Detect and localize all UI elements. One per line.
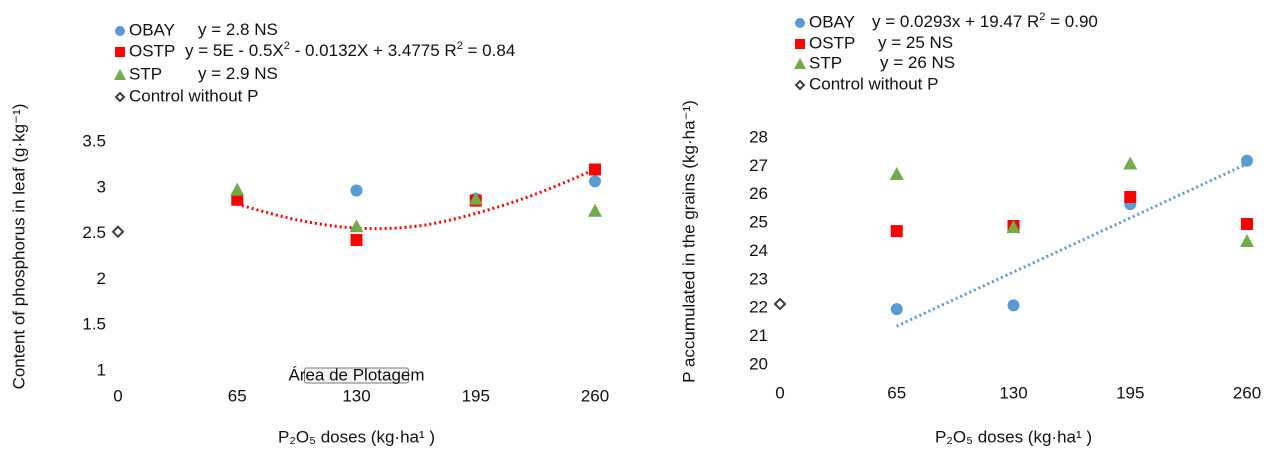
y-tick-label: 25	[749, 213, 768, 232]
x-tick-label: 260	[581, 386, 609, 405]
x-tick-label: 65	[887, 383, 906, 402]
legend-label: STP	[129, 64, 162, 83]
x-axis-label: P₂O₅ doses (kg·ha¹ )	[278, 427, 435, 446]
marker-triangle	[889, 167, 904, 181]
x-tick-label: 0	[113, 386, 122, 405]
x-axis-label: P₂O₅ doses (kg·ha¹ )	[935, 427, 1092, 446]
legend-equation: y = 25 NS	[878, 33, 953, 52]
marker-circle	[1007, 299, 1020, 312]
marker-square	[1124, 191, 1137, 204]
y-tick-label: 22	[749, 298, 768, 317]
y-axis-label: Content of phosphorus in leaf (g·kg⁻¹)	[9, 104, 28, 390]
marker-circle	[115, 26, 125, 36]
y-tick-label: 3.5	[82, 131, 106, 150]
equation-superscript: 2	[284, 40, 290, 52]
equation-text: - 0.0132X + 3.4775 R	[290, 41, 457, 60]
legend-label: Control without P	[129, 86, 258, 105]
equation-text: y = 5E - 0.5X	[185, 41, 284, 60]
legend-label: OSTP	[809, 33, 855, 52]
legend-label: Control without P	[809, 74, 938, 93]
marker-square	[1241, 217, 1253, 230]
marker-square	[589, 163, 601, 176]
legend-equation: y = 2.8 NS	[198, 20, 278, 39]
y-tick-label: 20	[749, 354, 768, 373]
y-tick-label: 2.5	[82, 223, 106, 242]
marker-circle	[1241, 154, 1253, 167]
marker-diamond	[773, 297, 787, 311]
y-tick-label: 23	[749, 269, 768, 288]
marker-triangle	[1006, 220, 1021, 234]
x-tick-label: 130	[999, 383, 1027, 402]
marker-square	[350, 234, 363, 247]
marker-diamond	[794, 79, 806, 91]
marker-triangle	[1123, 156, 1138, 170]
marker-triangle	[588, 203, 602, 217]
marker-circle	[890, 303, 903, 316]
legend-equation: y = 0.0293x + 19.47 R2 = 0.90	[872, 11, 1098, 32]
annotation-box	[304, 367, 409, 384]
y-tick-label: 1.5	[82, 315, 106, 334]
x-tick-label: 0	[775, 383, 784, 402]
legend-equation: y = 2.9 NS	[198, 64, 278, 83]
marker-triangle	[349, 219, 364, 233]
x-tick-label: 260	[1233, 383, 1261, 402]
y-tick-label: 21	[749, 326, 768, 345]
y-tick-label: 1	[97, 360, 106, 379]
x-tick-label: 130	[342, 386, 370, 405]
legend-label: OBAY	[129, 20, 175, 39]
marker-triangle	[230, 182, 245, 196]
annotation: Área de Plotagem	[288, 365, 424, 384]
y-axis-label: P accumulated in the grains (kg·ha⁻¹)	[679, 100, 698, 383]
trendline	[896, 162, 1248, 328]
marker-triangle	[114, 69, 126, 80]
legend-label: OBAY	[809, 12, 855, 31]
marker-triangle	[1240, 234, 1254, 248]
y-tick-label: 27	[749, 156, 768, 175]
legend-equation: y = 26 NS	[880, 53, 955, 72]
equation-text: = 0.84	[463, 41, 515, 60]
trendline	[236, 168, 596, 231]
marker-triangle	[794, 58, 806, 69]
equation-text: = 0.90	[1045, 12, 1097, 31]
equation-text: y = 2.8 NS	[198, 20, 278, 39]
legend-label: STP	[809, 53, 842, 72]
equation-text: y = 26 NS	[880, 53, 955, 72]
y-tick-label: 24	[749, 241, 768, 260]
marker-square	[795, 39, 805, 49]
y-tick-label: 26	[749, 184, 768, 203]
x-tick-label: 195	[1116, 383, 1144, 402]
y-tick-label: 2	[97, 269, 106, 288]
marker-circle	[795, 18, 805, 28]
marker-diamond	[111, 225, 125, 239]
x-tick-label: 195	[462, 386, 490, 405]
marker-square	[115, 47, 125, 57]
marker-circle	[350, 184, 363, 197]
x-tick-label: 65	[228, 386, 247, 405]
equation-superscript: 2	[1039, 11, 1045, 23]
legend-equation: y = 5E - 0.5X2 - 0.0132X + 3.4775 R2 = 0…	[185, 40, 515, 61]
marker-square	[231, 193, 244, 206]
marker-square	[890, 225, 903, 238]
marker-diamond	[114, 91, 126, 103]
legend-label: OSTP	[129, 41, 175, 60]
equation-text: y = 0.0293x + 19.47 R	[872, 12, 1039, 31]
equation-text: y = 25 NS	[878, 33, 953, 52]
y-tick-label: 3	[97, 177, 106, 196]
y-tick-label: 28	[749, 127, 768, 146]
equation-text: y = 2.9 NS	[198, 64, 278, 83]
marker-triangle	[468, 191, 483, 205]
marker-circle	[589, 175, 601, 188]
equation-superscript: 2	[457, 40, 463, 52]
